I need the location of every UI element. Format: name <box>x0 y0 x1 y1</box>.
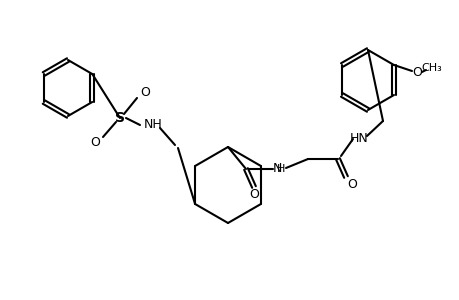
Text: HN: HN <box>349 133 368 146</box>
Text: CH₃: CH₃ <box>421 63 442 73</box>
Text: O: O <box>90 136 100 149</box>
Text: O: O <box>248 188 258 202</box>
Text: N: N <box>272 161 281 175</box>
Text: O: O <box>411 67 421 80</box>
Text: NH: NH <box>143 118 162 131</box>
Text: H: H <box>276 164 285 174</box>
Text: O: O <box>346 178 356 190</box>
Text: S: S <box>115 111 125 125</box>
Text: O: O <box>140 85 150 98</box>
